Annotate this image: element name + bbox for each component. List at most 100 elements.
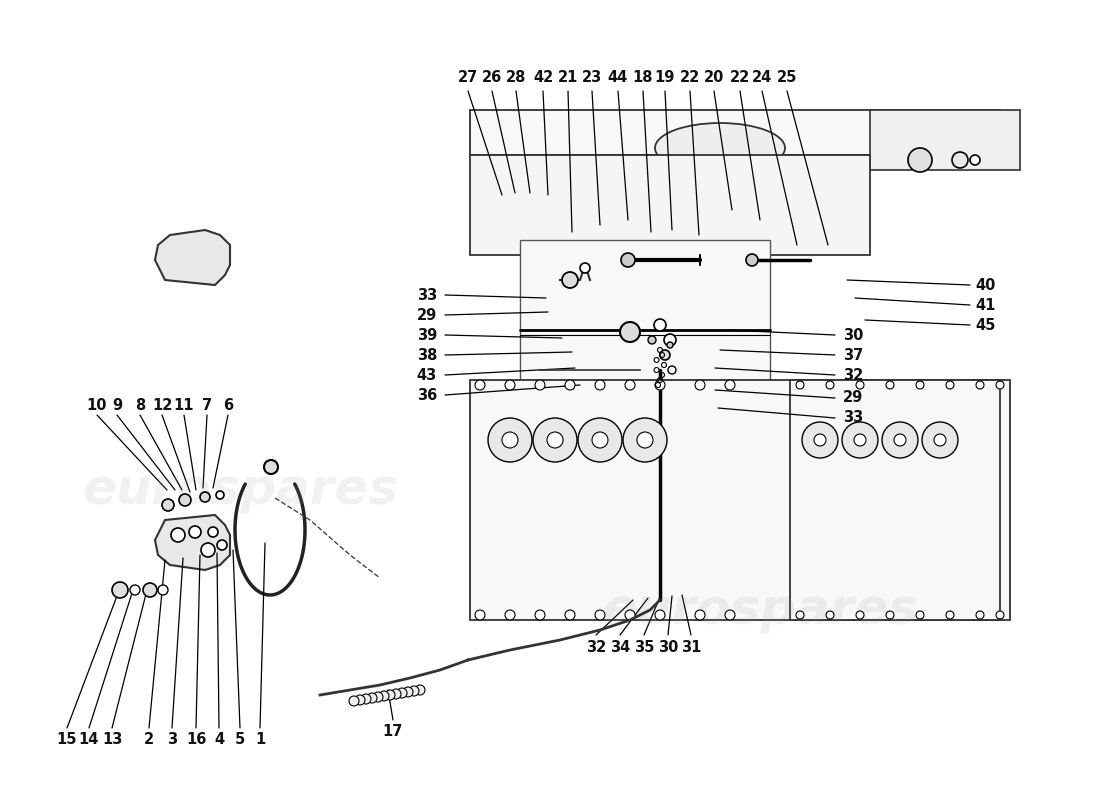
Circle shape xyxy=(916,381,924,389)
Circle shape xyxy=(842,422,878,458)
Text: 29: 29 xyxy=(417,307,437,322)
Text: eurospares: eurospares xyxy=(602,586,918,634)
Circle shape xyxy=(796,381,804,389)
Circle shape xyxy=(654,319,666,331)
Circle shape xyxy=(264,460,278,474)
Text: 35: 35 xyxy=(634,639,654,654)
Text: 13: 13 xyxy=(102,733,122,747)
Text: 33: 33 xyxy=(843,410,864,426)
Circle shape xyxy=(882,422,918,458)
Circle shape xyxy=(170,528,185,542)
Bar xyxy=(470,110,1000,155)
Bar xyxy=(520,240,770,380)
Circle shape xyxy=(385,690,395,700)
Text: 41: 41 xyxy=(975,298,996,313)
Circle shape xyxy=(976,611,984,619)
Circle shape xyxy=(725,610,735,620)
Text: 38: 38 xyxy=(417,347,437,362)
Circle shape xyxy=(908,148,932,172)
Circle shape xyxy=(179,494,191,506)
Circle shape xyxy=(667,342,673,348)
Circle shape xyxy=(216,491,224,499)
Text: 15: 15 xyxy=(57,733,77,747)
Circle shape xyxy=(595,610,605,620)
Circle shape xyxy=(130,585,140,595)
Circle shape xyxy=(505,380,515,390)
Text: 2: 2 xyxy=(144,733,154,747)
Circle shape xyxy=(592,432,608,448)
Text: 30: 30 xyxy=(658,639,679,654)
Bar xyxy=(470,380,1010,620)
Text: 20: 20 xyxy=(704,70,724,86)
Circle shape xyxy=(946,611,954,619)
Text: 32: 32 xyxy=(586,639,606,654)
Text: 27: 27 xyxy=(458,70,478,86)
Circle shape xyxy=(547,432,563,448)
Text: 37: 37 xyxy=(843,347,864,362)
Circle shape xyxy=(217,540,227,550)
Circle shape xyxy=(894,434,906,446)
Circle shape xyxy=(854,434,866,446)
Circle shape xyxy=(580,263,590,273)
Circle shape xyxy=(361,694,371,704)
Circle shape xyxy=(654,610,666,620)
Circle shape xyxy=(208,527,218,537)
Bar xyxy=(870,110,1020,170)
Text: 1: 1 xyxy=(255,733,265,747)
Circle shape xyxy=(886,381,894,389)
Text: 10: 10 xyxy=(87,398,108,413)
Circle shape xyxy=(535,610,544,620)
Circle shape xyxy=(565,380,575,390)
Circle shape xyxy=(996,611,1004,619)
Circle shape xyxy=(502,432,518,448)
Text: 34: 34 xyxy=(609,639,630,654)
Circle shape xyxy=(143,583,157,597)
Text: eurospares: eurospares xyxy=(82,466,398,514)
Text: 42: 42 xyxy=(532,70,553,86)
Text: 6: 6 xyxy=(223,398,233,413)
Circle shape xyxy=(158,585,168,595)
Text: 33: 33 xyxy=(417,287,437,302)
Text: 12: 12 xyxy=(152,398,173,413)
Circle shape xyxy=(475,610,485,620)
Circle shape xyxy=(916,611,924,619)
Circle shape xyxy=(695,610,705,620)
Text: 22: 22 xyxy=(730,70,750,86)
Text: 7: 7 xyxy=(202,398,212,413)
Circle shape xyxy=(664,334,676,346)
Text: 43: 43 xyxy=(417,367,437,382)
Circle shape xyxy=(379,691,389,701)
Circle shape xyxy=(355,695,365,705)
Text: 25: 25 xyxy=(777,70,797,86)
Text: 40: 40 xyxy=(975,278,996,293)
Circle shape xyxy=(623,418,667,462)
Text: 24: 24 xyxy=(752,70,772,86)
Text: 11: 11 xyxy=(174,398,195,413)
Text: 17: 17 xyxy=(383,725,404,739)
Bar xyxy=(790,380,1000,620)
Ellipse shape xyxy=(654,123,785,173)
Circle shape xyxy=(970,155,980,165)
Text: 9: 9 xyxy=(112,398,122,413)
Text: 5: 5 xyxy=(235,733,245,747)
Text: 23: 23 xyxy=(582,70,602,86)
Circle shape xyxy=(162,499,174,511)
Circle shape xyxy=(746,254,758,266)
Text: 3: 3 xyxy=(167,733,177,747)
Circle shape xyxy=(578,418,621,462)
Text: 4: 4 xyxy=(213,733,224,747)
Circle shape xyxy=(886,611,894,619)
Circle shape xyxy=(565,610,575,620)
Circle shape xyxy=(562,272,578,288)
Text: 19: 19 xyxy=(654,70,675,86)
Polygon shape xyxy=(155,230,230,285)
Circle shape xyxy=(637,432,653,448)
Text: 14: 14 xyxy=(79,733,99,747)
Bar xyxy=(470,155,870,255)
Text: 30: 30 xyxy=(843,327,864,342)
Circle shape xyxy=(922,422,958,458)
Text: 39: 39 xyxy=(417,327,437,342)
Circle shape xyxy=(403,687,412,697)
Circle shape xyxy=(654,380,666,390)
Text: 29: 29 xyxy=(843,390,864,406)
